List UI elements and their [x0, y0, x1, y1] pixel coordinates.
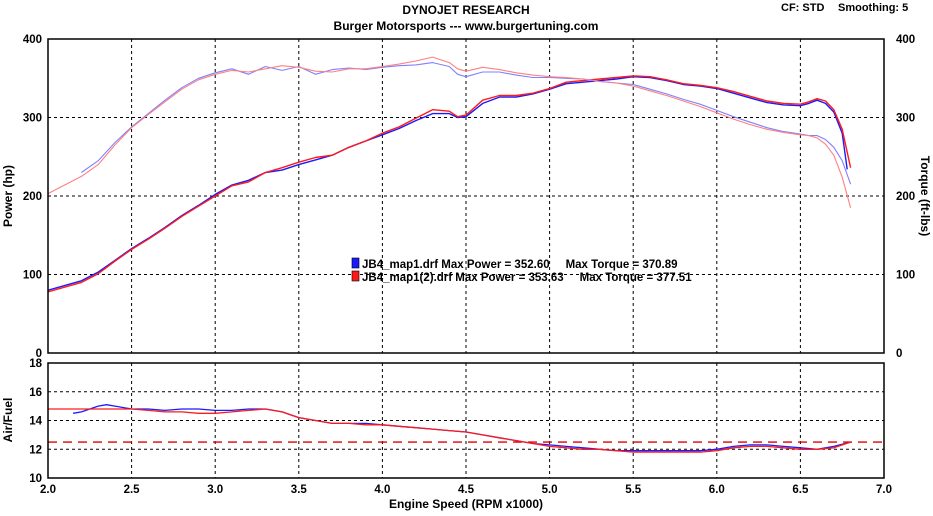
run1-torque-line	[81, 62, 852, 185]
power-tick-label: 100	[23, 270, 42, 282]
legend-swatch-run1	[351, 257, 360, 269]
power-torque-plot-frame	[47, 38, 885, 354]
afr-tick-label: 16	[29, 387, 42, 399]
rpm-tick-label: 2.5	[124, 484, 141, 496]
afr-tick-label: 10	[29, 473, 42, 485]
correction-factor-label: CF: STD	[781, 2, 824, 14]
rpm-tick-label: 3.0	[207, 484, 223, 496]
power-tick-label: 0	[36, 348, 42, 360]
afr-tick-label: 14	[29, 416, 42, 428]
power-tick-label: 400	[23, 34, 42, 46]
rpm-tick-label: 4.5	[458, 484, 475, 496]
air-fuel-plot-frame	[47, 362, 885, 479]
run2-torque-line	[48, 56, 852, 208]
rpm-tick-label: 2.0	[40, 484, 56, 496]
legend: JB4_map1.drf Max Power = 352.60 Max Torq…	[351, 257, 692, 284]
chart-title: DYNOJET RESEARCH	[402, 3, 529, 17]
x-axis-label: Engine Speed (RPM x1000)	[389, 497, 543, 511]
legend-entry-run2: JB4_map1(2).drf Max Power = 353.63 Max T…	[362, 272, 692, 284]
run2-power-line	[48, 75, 852, 293]
afr-tick-label: 12	[29, 444, 42, 456]
rpm-tick-label: 3.5	[291, 484, 308, 496]
run2-afr-line	[48, 408, 851, 453]
run1-afr-line	[72, 404, 851, 452]
power-tick-label: 300	[23, 113, 42, 125]
torque-tick-label: 100	[896, 270, 915, 282]
air-fuel-series	[48, 404, 884, 453]
smoothing-label: Smoothing: 5	[838, 2, 908, 14]
torque-axis-label: Torque (ft-lbs)	[918, 156, 932, 236]
torque-tick-label: 0	[896, 348, 902, 360]
legend-swatch-run2	[351, 270, 360, 282]
power-torque-series	[48, 56, 852, 293]
torque-tick-label: 200	[896, 191, 915, 203]
tick-labels: 0 100 200 300 400 0 100 200 300 400 10 12 14 16 18 2.0 2…	[23, 34, 915, 496]
torque-tick-label: 300	[896, 113, 915, 125]
chart-subtitle: Burger Motorsports --- www.burgertuning.…	[334, 19, 599, 33]
rpm-tick-label: 6.5	[792, 484, 809, 496]
power-tick-label: 200	[23, 191, 42, 203]
rpm-tick-label: 6.0	[709, 484, 725, 496]
run1-power-line	[48, 75, 848, 291]
afr-tick-label: 18	[29, 358, 42, 370]
power-torque-grid	[48, 39, 884, 353]
power-axis-label: Power (hp)	[1, 165, 15, 227]
rpm-tick-label: 5.5	[625, 484, 642, 496]
rpm-tick-label: 5.0	[542, 484, 558, 496]
air-fuel-grid	[48, 363, 884, 478]
rpm-tick-label: 4.0	[374, 484, 390, 496]
afr-axis-label: Air/Fuel	[1, 398, 15, 443]
rpm-tick-label: 7.0	[876, 484, 892, 496]
torque-tick-label: 400	[896, 34, 915, 46]
legend-entry-run1: JB4_map1.drf Max Power = 352.60 Max Torq…	[362, 259, 678, 271]
